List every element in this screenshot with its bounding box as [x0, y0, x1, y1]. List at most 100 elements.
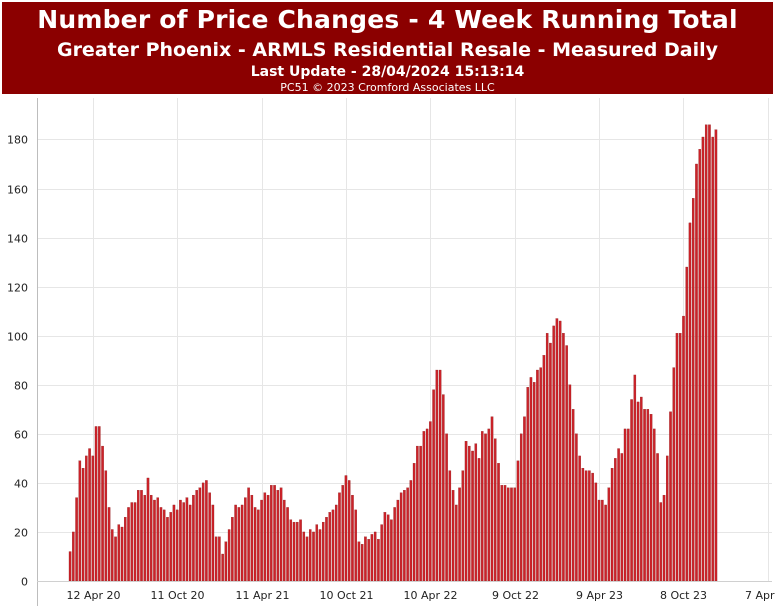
x-tick-label: 8 Oct 23: [660, 589, 707, 602]
chart-title: Number of Price Changes - 4 Week Running…: [37, 5, 738, 34]
bar: [636, 401, 640, 582]
bar: [211, 504, 215, 582]
bar: [455, 504, 458, 582]
bar: [289, 519, 293, 582]
bar: [419, 445, 422, 582]
bar: [195, 490, 198, 582]
x-tick-label: 12 Apr 20: [66, 589, 120, 602]
bar: [416, 445, 419, 582]
chart-header: Number of Price Changes - 4 Week Running…: [2, 2, 773, 94]
bar: [685, 266, 688, 582]
bar: [153, 499, 156, 582]
bar: [584, 470, 588, 582]
bar: [503, 485, 507, 582]
bar: [484, 433, 487, 582]
bar: [169, 512, 172, 582]
bar: [468, 445, 471, 582]
bar: [120, 526, 124, 582]
bar: [328, 512, 331, 582]
bar: [198, 487, 202, 582]
bar: [711, 136, 714, 582]
y-tick-label: 120: [7, 282, 28, 295]
bar: [562, 333, 565, 582]
bar: [130, 502, 134, 582]
bar: [127, 507, 130, 582]
bar: [68, 551, 72, 582]
bar: [510, 487, 513, 582]
bar: [250, 494, 254, 582]
bar: [286, 507, 289, 582]
bar: [532, 382, 536, 582]
bar: [588, 470, 591, 582]
bar: [393, 507, 396, 582]
bar: [610, 468, 614, 582]
bar: [581, 468, 585, 582]
bar: [283, 499, 286, 582]
bar: [666, 455, 669, 582]
bar: [78, 460, 82, 582]
bar: [192, 494, 195, 582]
bar: [399, 492, 403, 582]
bar: [318, 529, 322, 582]
bar: [425, 428, 429, 582]
bar: [114, 536, 117, 582]
bar: [704, 124, 708, 582]
bar: [334, 504, 338, 582]
bar: [575, 433, 578, 582]
bar: [679, 333, 682, 582]
bar: [601, 499, 604, 582]
bar: [568, 384, 572, 582]
bar: [497, 463, 500, 582]
bar: [279, 487, 283, 582]
bar: [656, 453, 659, 582]
bar: [552, 325, 555, 582]
bar: [519, 433, 523, 582]
bar: [309, 529, 312, 582]
bar: [305, 536, 309, 582]
bar: [240, 504, 244, 582]
bar: [539, 367, 542, 582]
bar: [390, 519, 393, 582]
bar: [633, 374, 637, 582]
bar: [682, 315, 685, 582]
bar: [698, 149, 701, 582]
x-tick-label: 11 Oct 20: [150, 589, 204, 602]
bar: [500, 485, 503, 582]
bar: [117, 524, 121, 582]
bar: [461, 470, 465, 582]
bar: [292, 521, 296, 582]
bar: [481, 431, 484, 582]
y-tick-label: 80: [14, 380, 28, 393]
bar: [221, 553, 224, 582]
bar: [691, 198, 695, 582]
bar: [451, 490, 455, 582]
bar: [244, 497, 247, 582]
bar: [529, 377, 533, 582]
bar: [185, 497, 189, 582]
bar: [545, 333, 549, 582]
bar: [614, 458, 617, 582]
bar: [182, 502, 185, 582]
y-tick-label: 140: [7, 233, 28, 246]
bar: [344, 475, 348, 582]
bar: [133, 502, 137, 582]
x-tick-label: 11 Apr 21: [235, 589, 289, 602]
bar: [276, 490, 280, 582]
bar: [396, 499, 400, 582]
bar: [646, 409, 650, 582]
y-tick-label: 60: [14, 429, 28, 442]
bar: [72, 531, 75, 582]
bar: [231, 517, 234, 582]
axes: [37, 98, 772, 606]
bar: [380, 524, 383, 582]
bar: [188, 504, 192, 582]
bar: [354, 509, 357, 582]
bar: [351, 494, 354, 582]
bar: [435, 369, 439, 582]
chart-subtitle: Greater Phoenix - ARMLS Residential Resa…: [56, 39, 719, 61]
bar: [675, 333, 679, 582]
bar: [549, 342, 552, 582]
bar: [247, 487, 250, 582]
bar: [442, 394, 445, 582]
